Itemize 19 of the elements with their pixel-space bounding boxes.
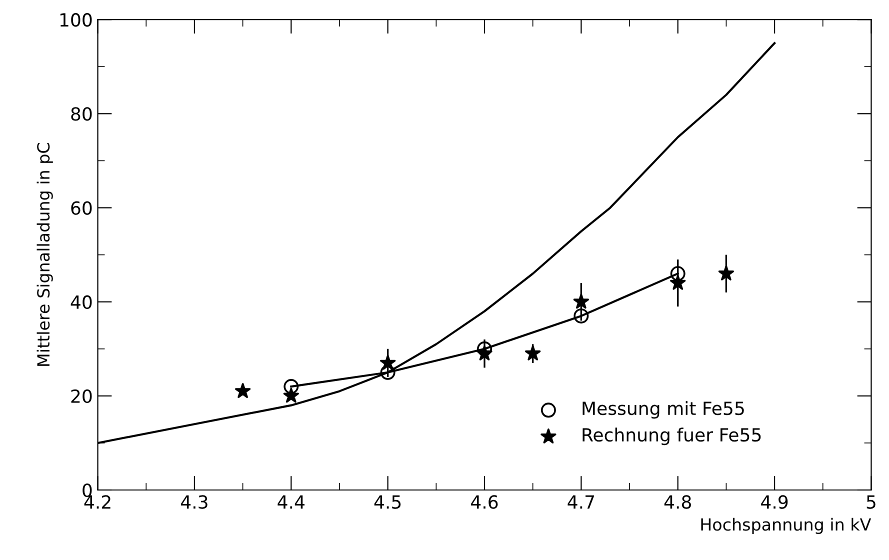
x-tick-label: 4.6 (471, 495, 498, 509)
x-tick-label: 4.4 (278, 495, 304, 509)
y-tick-label: 80 (71, 107, 92, 121)
x-tick-label: 4.8 (664, 495, 691, 509)
legend-label: Messung mit Fe55 (582, 401, 744, 419)
y-tick-label: 0 (82, 483, 92, 498)
x-tick-label: 4.9 (761, 495, 788, 509)
x-tick-label: 4.3 (180, 495, 208, 509)
x-tick-label: 5 (866, 495, 876, 509)
x-axis-title: Hochspannung in kV (701, 518, 872, 534)
y-axis-title: Mittlere Signalladung in pC (36, 143, 53, 366)
y-tick-label: 40 (70, 295, 92, 309)
x-tick-label: 4.5 (374, 495, 401, 509)
y-tick-label: 60 (71, 201, 92, 215)
y-tick-label: 20 (71, 389, 92, 404)
y-tick-label: 100 (60, 13, 92, 27)
x-tick-label: 4.2 (84, 495, 110, 509)
legend-label: Rechnung fuer Fe55 (582, 428, 761, 446)
x-tick-label: 4.7 (568, 495, 594, 509)
